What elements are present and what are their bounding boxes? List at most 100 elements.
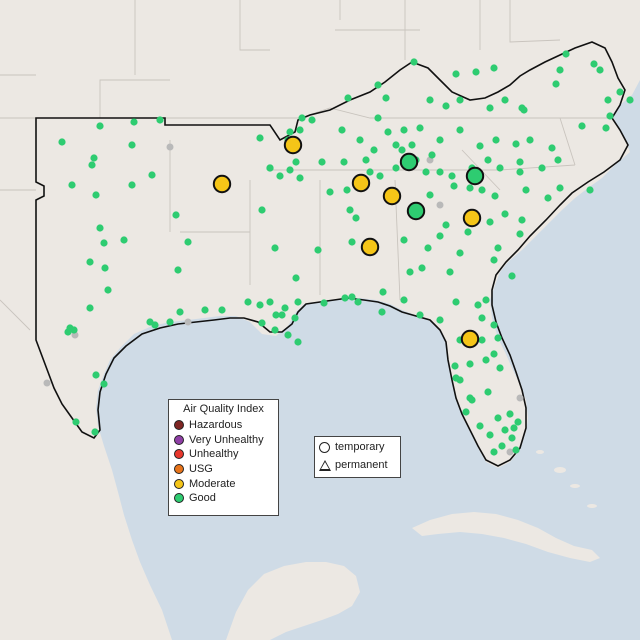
good-monitor-marker[interactable]	[442, 102, 450, 110]
good-monitor-marker[interactable]	[379, 288, 387, 296]
good-monitor-marker[interactable]	[492, 136, 500, 144]
good-monitor-marker[interactable]	[456, 96, 464, 104]
good-monitor-marker[interactable]	[292, 158, 300, 166]
good-monitor-marker[interactable]	[100, 239, 108, 247]
good-monitor-marker[interactable]	[436, 316, 444, 324]
moderate-monitor-marker[interactable]	[283, 135, 303, 155]
good-monitor-marker[interactable]	[510, 424, 518, 432]
good-monitor-marker[interactable]	[340, 158, 348, 166]
good-monitor-marker[interactable]	[278, 311, 286, 319]
good-monitor-marker[interactable]	[512, 140, 520, 148]
good-monitor-marker[interactable]	[174, 266, 182, 274]
good-monitor-marker[interactable]	[356, 136, 364, 144]
good-monitor-marker[interactable]	[376, 172, 384, 180]
good-monitor-marker[interactable]	[354, 298, 362, 306]
good-monitor-marker[interactable]	[344, 94, 352, 102]
good-monitor-marker[interactable]	[451, 362, 459, 370]
good-monitor-marker[interactable]	[448, 172, 456, 180]
good-monitor-marker[interactable]	[426, 191, 434, 199]
good-monitor-marker[interactable]	[465, 166, 485, 186]
good-monitor-marker[interactable]	[476, 422, 484, 430]
good-monitor-marker[interactable]	[556, 66, 564, 74]
good-monitor-marker[interactable]	[88, 161, 96, 169]
good-monitor-marker[interactable]	[120, 236, 128, 244]
good-monitor-marker[interactable]	[596, 66, 604, 74]
good-monitor-marker[interactable]	[518, 104, 526, 112]
good-monitor-marker[interactable]	[104, 286, 112, 294]
good-monitor-marker[interactable]	[320, 299, 328, 307]
good-monitor-marker[interactable]	[418, 264, 426, 272]
good-monitor-marker[interactable]	[128, 141, 136, 149]
good-monitor-marker[interactable]	[266, 298, 274, 306]
good-monitor-marker[interactable]	[552, 80, 560, 88]
good-monitor-marker[interactable]	[294, 338, 302, 346]
good-monitor-marker[interactable]	[296, 174, 304, 182]
good-monitor-marker[interactable]	[501, 426, 509, 434]
good-monitor-marker[interactable]	[58, 138, 66, 146]
good-monitor-marker[interactable]	[286, 166, 294, 174]
good-monitor-marker[interactable]	[308, 116, 316, 124]
good-monitor-marker[interactable]	[452, 374, 460, 382]
good-monitor-marker[interactable]	[284, 331, 292, 339]
good-monitor-marker[interactable]	[484, 156, 492, 164]
good-monitor-marker[interactable]	[482, 296, 490, 304]
good-monitor-marker[interactable]	[518, 216, 526, 224]
good-monitor-marker[interactable]	[472, 68, 480, 76]
good-monitor-marker[interactable]	[352, 214, 360, 222]
good-monitor-marker[interactable]	[366, 168, 374, 176]
good-monitor-marker[interactable]	[64, 328, 72, 336]
good-monitor-marker[interactable]	[442, 221, 450, 229]
good-monitor-marker[interactable]	[91, 428, 99, 436]
good-monitor-marker[interactable]	[156, 116, 164, 124]
good-monitor-marker[interactable]	[501, 96, 509, 104]
good-monitor-marker[interactable]	[422, 168, 430, 176]
good-monitor-marker[interactable]	[586, 186, 594, 194]
good-monitor-marker[interactable]	[400, 126, 408, 134]
good-monitor-marker[interactable]	[548, 144, 556, 152]
good-monitor-marker[interactable]	[244, 298, 252, 306]
good-monitor-marker[interactable]	[604, 96, 612, 104]
good-monitor-marker[interactable]	[606, 112, 614, 120]
moderate-monitor-marker[interactable]	[212, 174, 232, 194]
good-monitor-marker[interactable]	[478, 186, 486, 194]
good-monitor-marker[interactable]	[70, 326, 78, 334]
good-monitor-marker[interactable]	[318, 158, 326, 166]
good-monitor-marker[interactable]	[516, 230, 524, 238]
good-monitor-marker[interactable]	[382, 94, 390, 102]
good-monitor-marker[interactable]	[398, 146, 406, 154]
good-monitor-marker[interactable]	[343, 186, 351, 194]
good-monitor-marker[interactable]	[256, 301, 264, 309]
good-monitor-marker[interactable]	[148, 171, 156, 179]
good-monitor-marker[interactable]	[556, 184, 564, 192]
good-monitor-marker[interactable]	[96, 122, 104, 130]
good-monitor-marker[interactable]	[508, 434, 516, 442]
good-monitor-marker[interactable]	[294, 298, 302, 306]
good-monitor-marker[interactable]	[266, 164, 274, 172]
moderate-monitor-marker[interactable]	[462, 208, 482, 228]
good-monitor-marker[interactable]	[338, 126, 346, 134]
good-monitor-marker[interactable]	[374, 114, 382, 122]
good-monitor-marker[interactable]	[578, 122, 586, 130]
good-monitor-marker[interactable]	[184, 238, 192, 246]
good-monitor-marker[interactable]	[72, 418, 80, 426]
good-monitor-marker[interactable]	[68, 181, 76, 189]
good-monitor-marker[interactable]	[384, 128, 392, 136]
good-monitor-marker[interactable]	[408, 141, 416, 149]
good-monitor-marker[interactable]	[348, 238, 356, 246]
good-monitor-marker[interactable]	[201, 306, 209, 314]
moderate-monitor-marker[interactable]	[351, 173, 371, 193]
good-monitor-marker[interactable]	[96, 224, 104, 232]
good-monitor-marker[interactable]	[258, 319, 266, 327]
good-monitor-marker[interactable]	[512, 446, 520, 454]
good-monitor-marker[interactable]	[410, 58, 418, 66]
moderate-monitor-marker[interactable]	[382, 186, 402, 206]
good-monitor-marker[interactable]	[476, 142, 484, 150]
good-monitor-marker[interactable]	[416, 311, 424, 319]
good-monitor-marker[interactable]	[346, 206, 354, 214]
good-monitor-marker[interactable]	[296, 126, 304, 134]
good-monitor-marker[interactable]	[626, 96, 634, 104]
good-monitor-marker[interactable]	[516, 158, 524, 166]
good-monitor-marker[interactable]	[172, 211, 180, 219]
moderate-monitor-marker[interactable]	[460, 329, 480, 349]
